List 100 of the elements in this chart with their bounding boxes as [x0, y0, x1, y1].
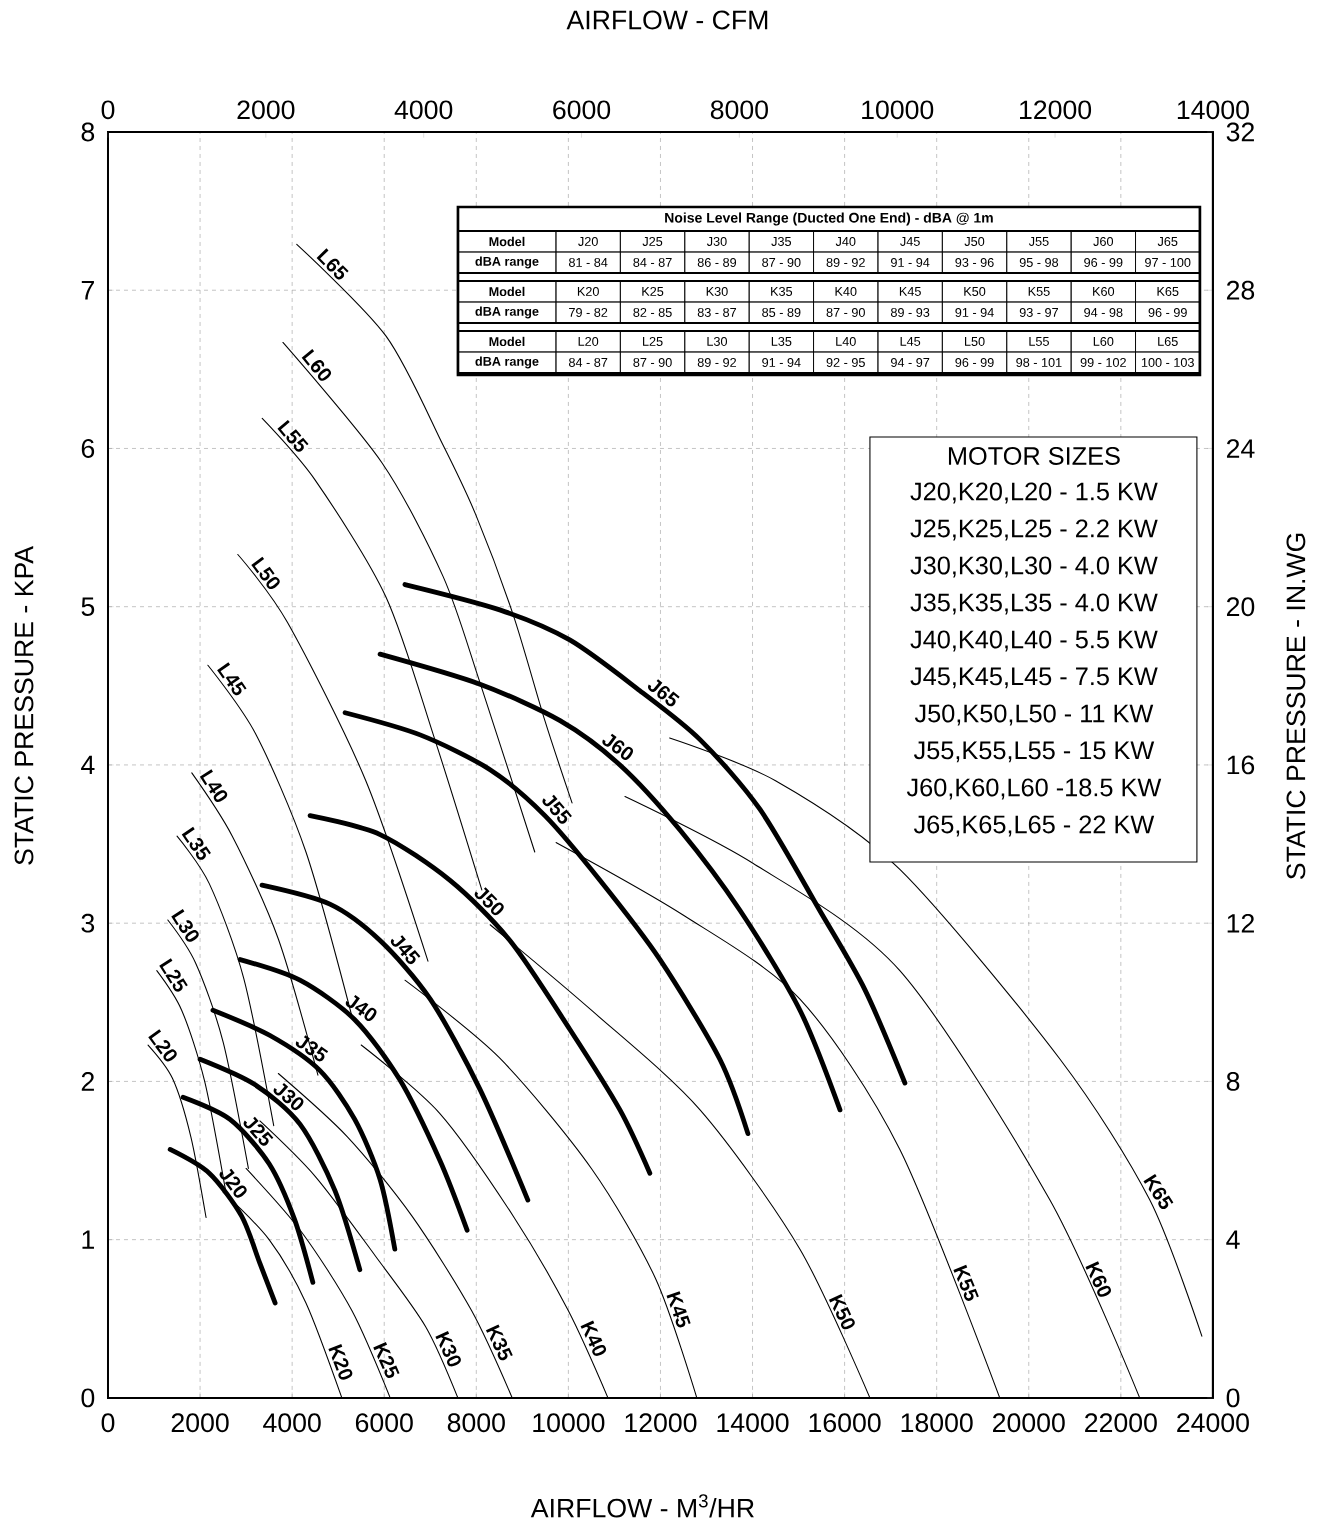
- text: L35: [771, 336, 792, 346]
- text: K35: [771, 286, 793, 296]
- x-tick-label: 24000: [1177, 1413, 1249, 1433]
- y-tick-label: 1: [82, 1230, 95, 1249]
- annotation: 89 - 92: [697, 357, 737, 367]
- annotation: dBA range: [475, 256, 539, 269]
- text: J45: [900, 237, 920, 246]
- x-tick-label: 0: [101, 1413, 115, 1433]
- text: J30: [273, 1082, 304, 1111]
- annotation: 89 - 93: [891, 307, 930, 317]
- text: J40: [345, 995, 377, 1022]
- annotation: 92 - 95: [826, 357, 865, 367]
- y2-tick-label: 28: [1227, 280, 1255, 300]
- x-tick-label: 14000: [717, 1413, 789, 1433]
- y-tick-label: 3: [81, 913, 95, 933]
- annotation: 85 - 89: [762, 307, 801, 317]
- y2-tick-label: 20: [1227, 597, 1255, 617]
- text: L65: [1158, 336, 1178, 346]
- text: L50: [251, 556, 280, 590]
- x2-tick-label: 0: [101, 100, 115, 120]
- annotation: J45,K45,L45 - 7.5 KW: [910, 667, 1158, 689]
- text: Model: [489, 336, 525, 347]
- text: K50: [964, 286, 986, 296]
- annotation: 86 - 89: [697, 257, 737, 267]
- annotation: 100 - 103: [1141, 357, 1194, 367]
- text: J35: [771, 236, 792, 246]
- y-axis-title: STATIC PRESSURE - KPA: [14, 545, 34, 865]
- text: J60: [602, 733, 634, 760]
- x-tick-label: 4000: [263, 1413, 321, 1433]
- annotation: 96 - 99: [955, 357, 994, 367]
- text: L20: [148, 1029, 177, 1062]
- text: dBA range: [475, 356, 539, 369]
- text: K30: [435, 1331, 461, 1367]
- y-tick-label: 6: [81, 439, 95, 458]
- annotation: J25,K25,L25 - 2.2 KW: [910, 519, 1158, 541]
- annotation: 91 - 94: [955, 307, 994, 317]
- y-tick-label: 7: [81, 281, 94, 300]
- annotation: 93 - 96: [955, 257, 994, 267]
- text: K20: [577, 286, 599, 296]
- annotation: 91 - 94: [891, 257, 930, 267]
- text: L55: [1029, 337, 1050, 346]
- annotation: Noise Level Range (Ducted One End) - dBA @ 1m: [665, 212, 993, 226]
- text: K45: [666, 1291, 691, 1328]
- annotation: 87 - 90: [633, 357, 672, 367]
- text: K25: [373, 1342, 400, 1379]
- text: Model: [489, 286, 525, 297]
- text: J35: [295, 1035, 329, 1062]
- text: J65: [1157, 236, 1178, 246]
- annotation: 87 - 90: [826, 307, 865, 317]
- y2-axis-title: STATIC PRESSURE - IN.WG: [1286, 533, 1306, 880]
- x2-tick-label: 6000: [553, 100, 611, 120]
- x2-tick-label: 2000: [237, 100, 295, 120]
- annotation: 79 - 82: [569, 307, 608, 317]
- x-tick-label: 10000: [533, 1413, 605, 1433]
- x-tick-label: 6000: [355, 1413, 413, 1433]
- annotation: Model: [489, 236, 525, 247]
- text: L30: [707, 336, 728, 346]
- annotation: 94 - 98: [1084, 307, 1123, 317]
- text: L30: [171, 909, 199, 942]
- annotation: 91 - 94: [762, 357, 801, 367]
- text: J30: [706, 236, 727, 246]
- text: J25: [642, 236, 663, 246]
- annotation: 95 - 98: [1019, 257, 1059, 267]
- x2-tick-label: 8000: [710, 100, 769, 120]
- x-tick-label: 20000: [993, 1413, 1065, 1433]
- text: L60: [1093, 336, 1114, 346]
- annotation: 89 - 92: [826, 257, 865, 267]
- y-tick-label: 8: [81, 122, 95, 142]
- annotation: J35,K35,L35 - 4.0 KW: [910, 593, 1158, 615]
- text: J55: [542, 794, 572, 824]
- y-tick-label: 0: [81, 1388, 95, 1408]
- text: K55: [1028, 287, 1050, 296]
- text: L60: [301, 349, 332, 381]
- y-tick-label: 5: [81, 597, 95, 616]
- text: J45: [390, 935, 421, 965]
- text: K25: [642, 286, 664, 296]
- annotation: J60,K60,L60 -18.5 KW: [906, 778, 1162, 800]
- x-tick-label: 2000: [171, 1413, 229, 1433]
- y2-tick-label: 8: [1226, 1071, 1240, 1091]
- text: L35: [181, 826, 211, 860]
- text: K40: [835, 286, 857, 296]
- text: K60: [1085, 1261, 1112, 1297]
- text: K55: [953, 1264, 979, 1301]
- y-tick-label: 2: [81, 1072, 94, 1091]
- y2-tick-label: 4: [1226, 1230, 1240, 1249]
- annotation: 96 - 99: [1148, 307, 1187, 317]
- annotation: J50,K50,L50 - 11 KW: [914, 704, 1154, 726]
- y2-tick-label: 0: [1226, 1388, 1240, 1408]
- annotation: MOTOR SIZES: [949, 446, 1120, 465]
- text: J50: [964, 236, 985, 246]
- annotation: J55,K55,L55 - 15 KW: [913, 741, 1155, 763]
- annotation: J40,K40,L40 - 5.5 KW: [910, 630, 1158, 652]
- x2-tick-label: 14000: [1177, 100, 1249, 120]
- annotation: 93 - 97: [1019, 307, 1059, 317]
- x-tick-label: 8000: [447, 1413, 505, 1433]
- y2-tick-label: 32: [1226, 122, 1254, 142]
- x-axis-title: AIRFLOW - M$^{3}$/HR: [530, 1494, 754, 1518]
- annotation: 87 - 90: [762, 257, 801, 267]
- y-tick-label: 4: [81, 755, 95, 775]
- annotation: J20,K20,L20 - 1.5 KW: [910, 482, 1158, 504]
